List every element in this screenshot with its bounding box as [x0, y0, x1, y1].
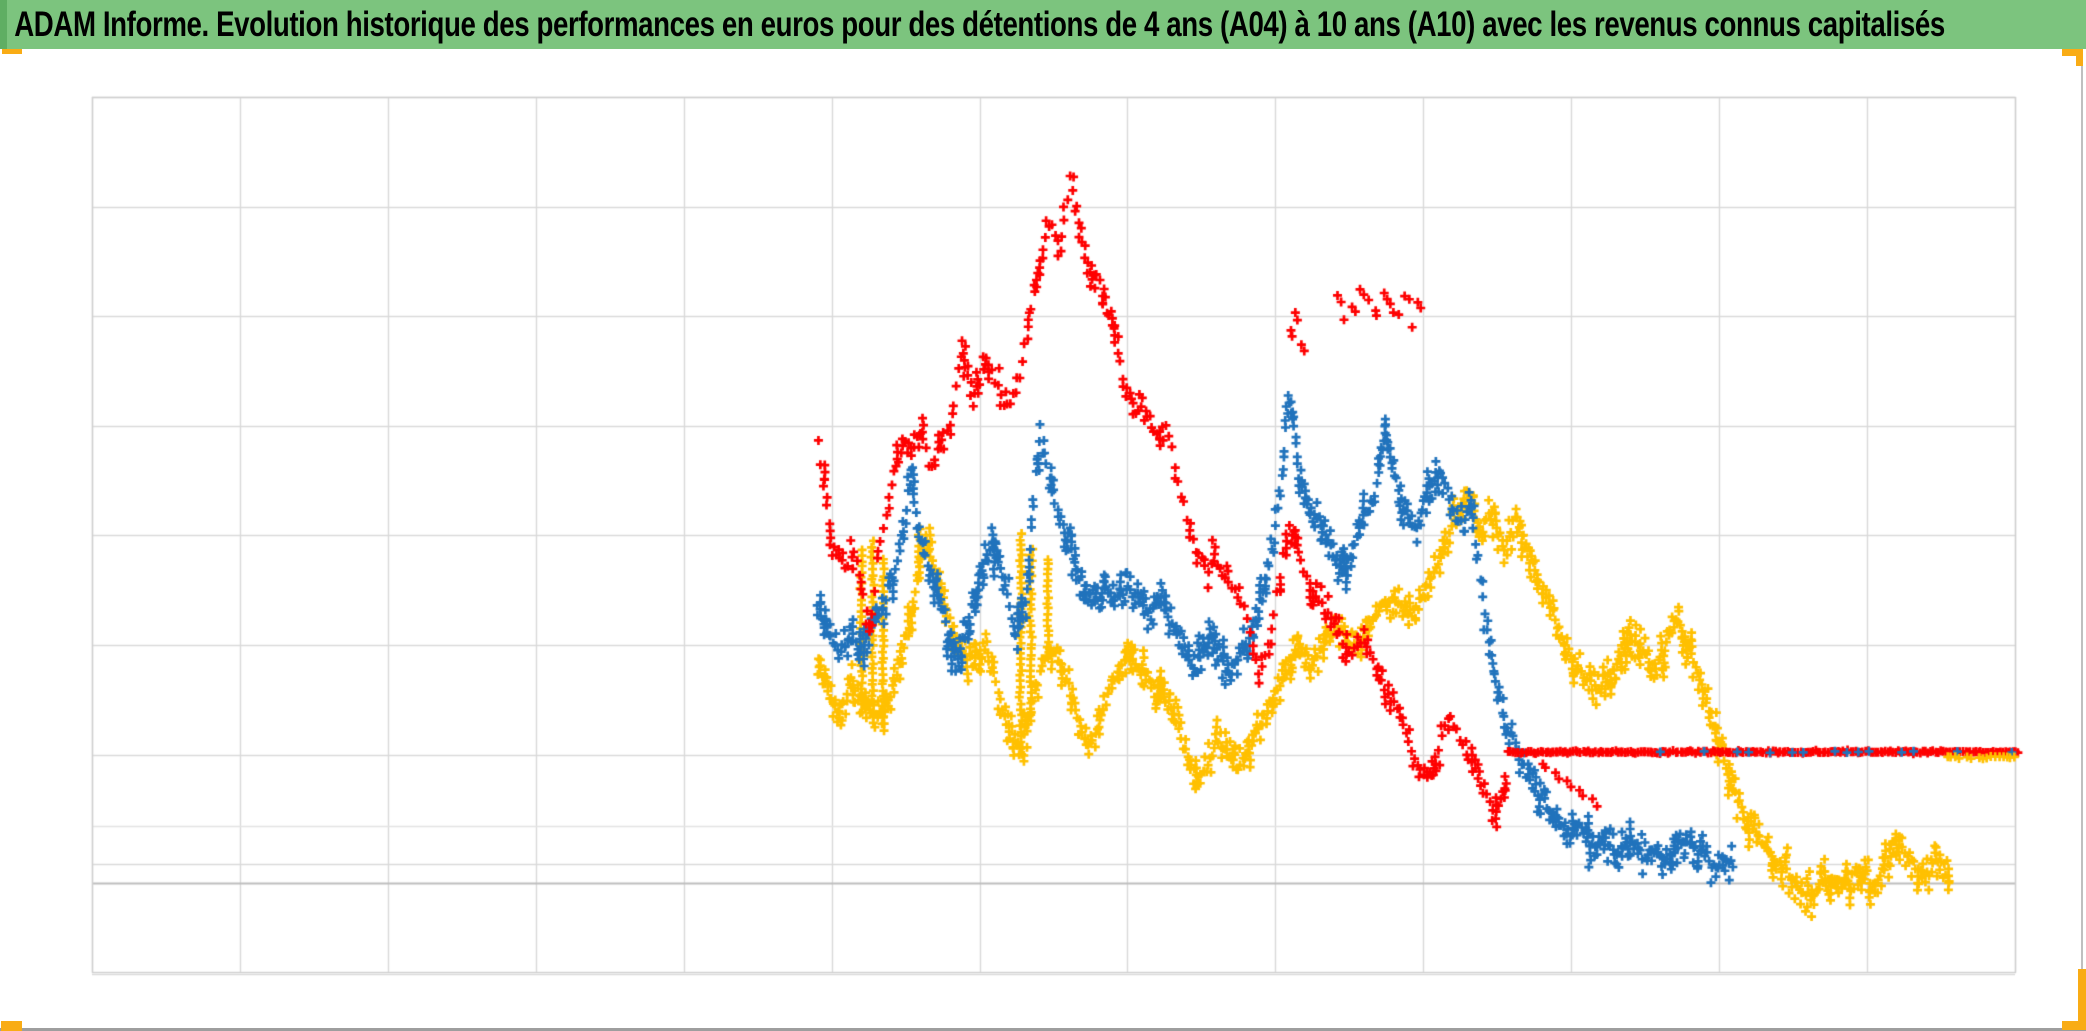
- chart-title-bar: ADAM Informe. Evolution historique des p…: [0, 0, 2086, 49]
- selection-handle-bottom-right-v[interactable]: [2078, 969, 2086, 1029]
- chart-object-bottom-border: [0, 1028, 2086, 1031]
- selection-handle-top-right-v[interactable]: [2076, 49, 2083, 66]
- selection-handle-top-left[interactable]: [2, 49, 22, 54]
- selection-handle-bottom-right[interactable]: [2062, 1021, 2086, 1030]
- selection-handle-bottom-left[interactable]: [1, 1021, 22, 1031]
- chart-title: ADAM Informe. Evolution historique des p…: [14, 4, 1945, 44]
- selection-handle-top-right[interactable]: [2062, 49, 2083, 56]
- title-bar-left-edge: [0, 0, 7, 49]
- chart-object-right-border: [2081, 56, 2083, 1029]
